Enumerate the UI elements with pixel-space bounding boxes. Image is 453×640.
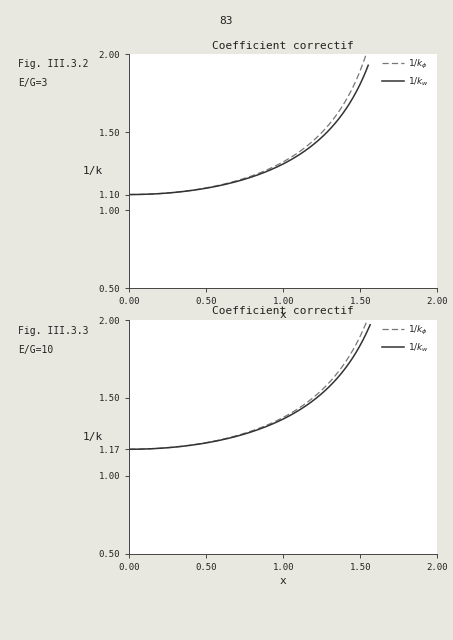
Y-axis label: 1/k: 1/k xyxy=(83,432,103,442)
Text: 83: 83 xyxy=(220,16,233,26)
X-axis label: x: x xyxy=(280,310,286,320)
Title: Coefficient correctif: Coefficient correctif xyxy=(212,41,354,51)
Title: Coefficient correctif: Coefficient correctif xyxy=(212,307,354,316)
Text: E/G=10: E/G=10 xyxy=(18,345,53,355)
X-axis label: x: x xyxy=(280,576,286,586)
Text: Fig. III.3.3: Fig. III.3.3 xyxy=(18,326,89,336)
Legend: $1/k_\phi$, $1/k_w$: $1/k_\phi$, $1/k_w$ xyxy=(378,320,433,357)
Legend: $1/k_\phi$, $1/k_w$: $1/k_\phi$, $1/k_w$ xyxy=(378,54,433,92)
Y-axis label: 1/k: 1/k xyxy=(83,166,103,176)
Text: Fig. III.3.2: Fig. III.3.2 xyxy=(18,60,89,69)
Text: E/G=3: E/G=3 xyxy=(18,78,48,88)
